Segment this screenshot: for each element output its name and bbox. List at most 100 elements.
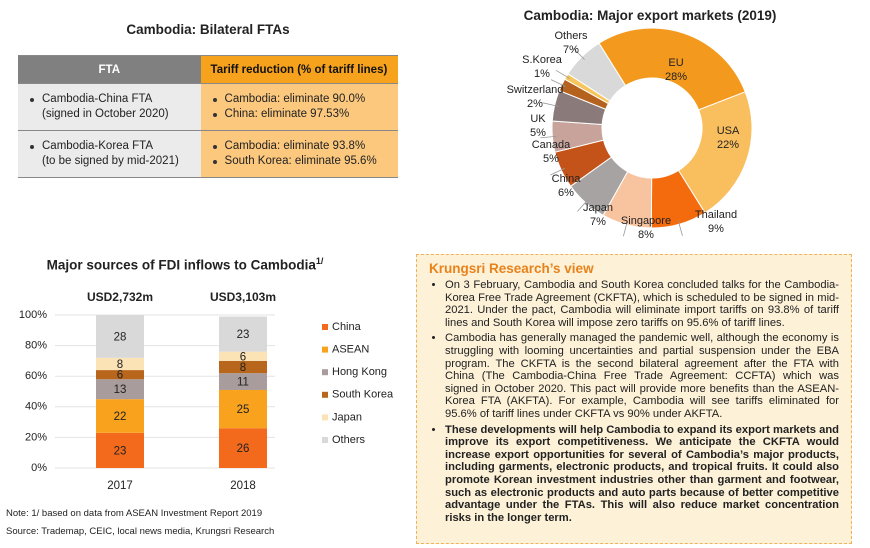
legend-swatch: [322, 324, 328, 330]
slice-label: Others: [554, 30, 588, 42]
leader-line: [550, 79, 566, 87]
bar-title: Major sources of FDI inflows to Cambodia…: [20, 256, 350, 273]
leader-line: [623, 220, 628, 237]
segment-label: 26: [237, 443, 250, 455]
leader-line: [540, 135, 557, 139]
legend-label: Others: [332, 434, 366, 446]
view-paragraph: These developments will help Cambodia to…: [445, 424, 839, 525]
table-title: Cambodia: Bilateral FTAs: [126, 22, 290, 37]
slice-label: S.Korea: [522, 54, 563, 66]
bar-segment: [96, 399, 144, 433]
slice: [677, 91, 753, 214]
slice-value-label: 9%: [708, 223, 724, 235]
note: Note: 1/ based on data from ASEAN Invest…: [6, 508, 263, 519]
slice-value-label: 6%: [558, 187, 574, 199]
header-cell: FTA: [18, 55, 201, 84]
bar-segment: [219, 360, 267, 374]
slice-value-label: 2%: [527, 98, 543, 110]
cell-line: Cambodia: eliminate 93.8%: [212, 139, 388, 154]
segment-label: 28: [114, 331, 127, 343]
segment-label: 6: [240, 351, 246, 363]
x-tick-label: 2017: [107, 480, 133, 492]
bar-segment: [96, 315, 144, 358]
y-tick-label: 0%: [31, 462, 47, 474]
cell: Cambodia-Korea FTA (to be signed by mid-2…: [18, 130, 201, 178]
segment-label: 6: [117, 370, 123, 382]
view-paragraph: On 3 February, Cambodia and South Korea …: [445, 279, 839, 329]
total-label: USD3,103m: [210, 290, 276, 304]
slice-label: Singapore: [621, 215, 671, 227]
legend-swatch: [322, 391, 328, 398]
header-cell: Tariff reduction (% of tariff lines): [200, 55, 398, 84]
leader-line: [677, 220, 683, 236]
cell-line: China: eliminate 97.53%: [212, 107, 388, 122]
slice-value-label: 5%: [530, 127, 546, 139]
slice-value-label: 1%: [534, 68, 550, 80]
slice-label: UK: [530, 113, 546, 125]
legend-swatch: [322, 414, 328, 421]
segment-label: 13: [114, 384, 127, 396]
note: Source: Trademap, CEIC, local news media…: [6, 526, 275, 537]
slice-label: Switzerland: [507, 84, 564, 96]
leader-line: [573, 47, 585, 60]
legend-swatch: [322, 437, 328, 443]
segment-label: 23: [114, 445, 127, 457]
segment-label: 8: [117, 359, 123, 371]
slice: [598, 27, 746, 111]
donut-title: Cambodia: Major export markets (2019): [523, 8, 777, 23]
cell-line: (to be signed by mid-2021): [42, 155, 179, 167]
view-title: Krungsri Research’s view: [429, 261, 594, 276]
y-tick-label: 100%: [19, 309, 47, 321]
legend-swatch: [322, 369, 328, 376]
view-box: Krungsri Research’s view On 3 February, …: [416, 254, 852, 544]
x-tick-label: 2018: [230, 480, 256, 492]
bar-segment: [219, 316, 267, 352]
bar-segment: [96, 432, 144, 468]
slice-value-label: 7%: [563, 44, 579, 56]
view-paragraph: Cambodia has generally managed the pande…: [445, 332, 839, 420]
cell: Cambodia: eliminate 90.0% China: eliminat…: [200, 83, 398, 131]
leader-line: [550, 167, 566, 176]
slice-value-label: 7%: [590, 216, 606, 228]
segment-label: 22: [114, 411, 127, 423]
cell-line: (signed in October 2020): [42, 108, 169, 120]
leader-line: [577, 199, 589, 212]
cell-line: South Korea: eliminate 95.6%: [212, 154, 388, 169]
bar-segment: [219, 373, 267, 390]
slice-value-label: 28%: [665, 71, 687, 83]
slice-label: China: [552, 173, 582, 185]
segment-label: 23: [237, 329, 250, 341]
slice-value-label: 5%: [543, 153, 559, 165]
cell-line: Cambodia-Korea FTA: [30, 139, 191, 154]
cell: Cambodia: eliminate 93.8% South Korea: el…: [200, 130, 398, 178]
bar-segment: [219, 351, 267, 361]
bar-segment: [219, 428, 267, 468]
total-label: USD2,732m: [87, 290, 153, 304]
y-tick-label: 80%: [25, 340, 47, 352]
y-tick-label: 20%: [25, 431, 47, 443]
slice-label: Canada: [532, 139, 571, 151]
bar-segment: [219, 389, 267, 429]
slice-label: USA: [717, 125, 740, 137]
bar-title-note: 1/: [315, 256, 324, 266]
cell: Cambodia-China FTA (signed in October 202…: [18, 83, 201, 131]
bar-segment: [96, 370, 144, 380]
fta-table: FTA Tariff reduction (% of tariff lines) …: [18, 55, 398, 178]
segment-label: 8: [240, 362, 246, 374]
y-tick-label: 40%: [25, 401, 47, 413]
y-tick-label: 60%: [25, 370, 47, 382]
bar-title-text: Major sources of FDI inflows to Cambodia: [46, 257, 316, 273]
leader-line: [542, 102, 559, 107]
bar-segment: [96, 357, 144, 371]
segment-label: 25: [237, 404, 250, 416]
cell-line: Cambodia: eliminate 90.0%: [212, 92, 388, 107]
legend-label: South Korea: [332, 389, 394, 401]
slice-label: EU: [668, 57, 683, 69]
slice-value-label: 8%: [638, 229, 654, 241]
legend-label: Japan: [332, 411, 362, 423]
legend-label: Hong Kong: [332, 366, 387, 378]
slice-label: Japan: [583, 202, 613, 214]
cell-line: Cambodia-China FTA: [30, 92, 191, 107]
